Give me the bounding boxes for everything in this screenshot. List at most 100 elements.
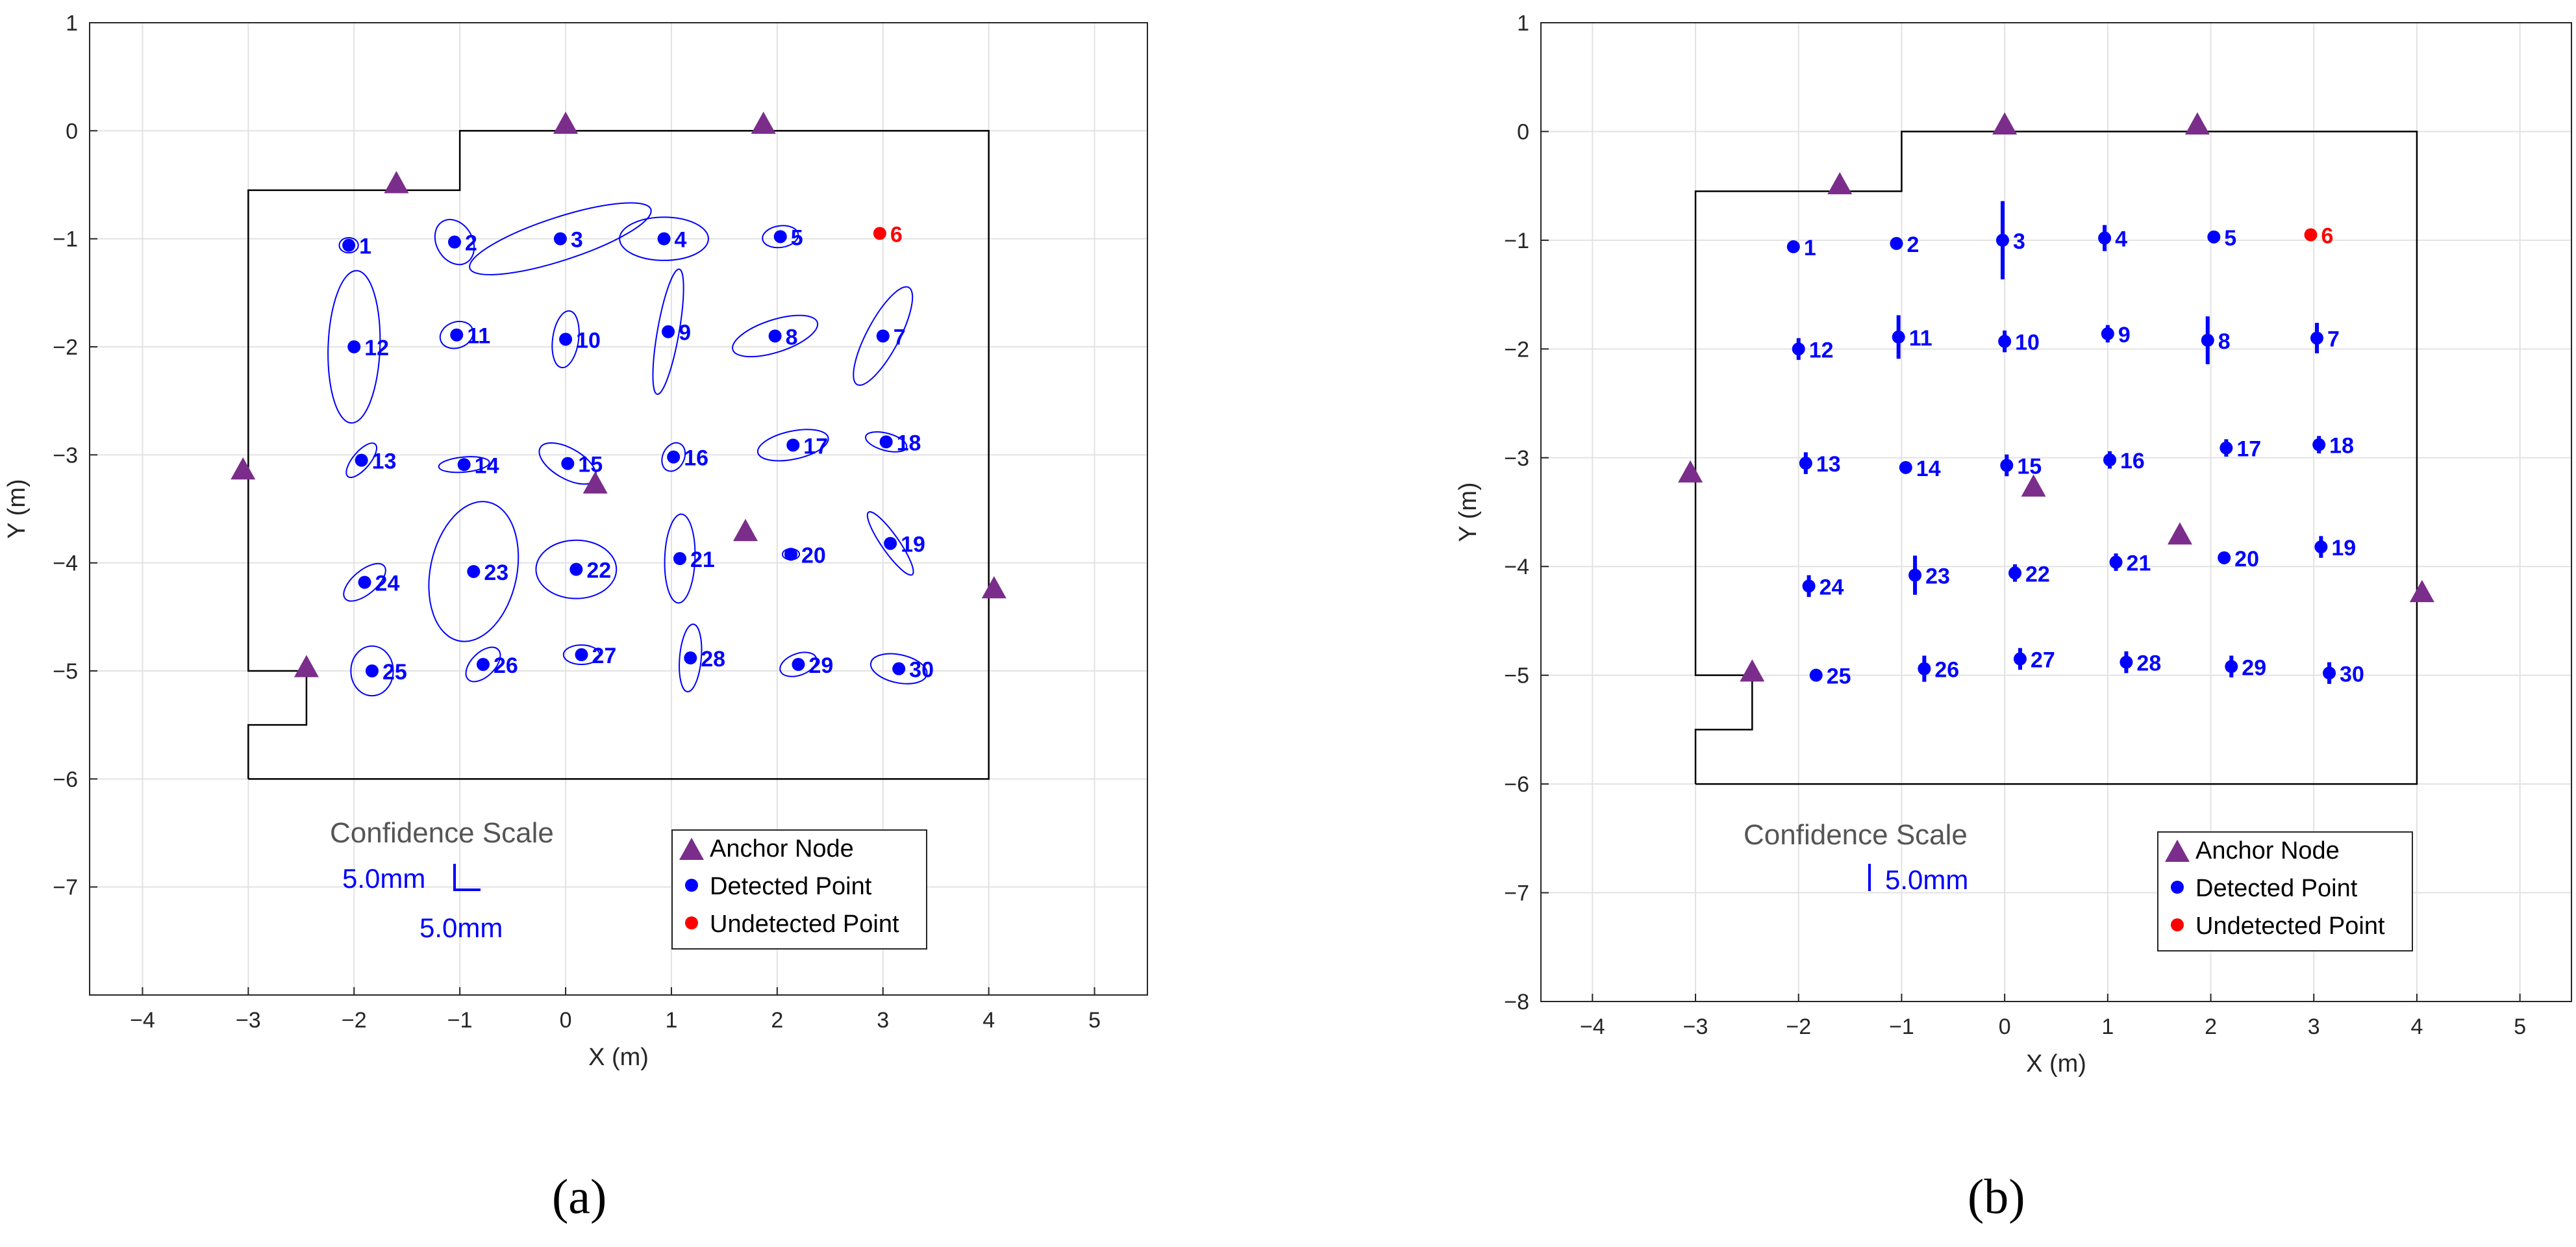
x-tick-label: 3 (2308, 1014, 2320, 1039)
point-label: 30 (2340, 662, 2364, 686)
point-label: 9 (2118, 323, 2131, 347)
detected-point (1918, 662, 1931, 675)
point-label: 16 (2120, 449, 2145, 473)
anchor-node-marker (294, 655, 319, 677)
anchor-node-marker (2409, 579, 2434, 603)
detected-point (2220, 441, 2233, 455)
detected-point (450, 328, 464, 342)
x-tick-label: −4 (1580, 1014, 1605, 1039)
confidence-ellipse (664, 513, 696, 604)
confidence-ellipse (535, 539, 618, 599)
y-tick-label: −4 (53, 551, 78, 576)
legend-anchor-icon (679, 837, 704, 860)
detected-point (1892, 330, 1905, 344)
y-tick-label: −6 (53, 767, 78, 792)
legend-entry: Undetected Point (710, 911, 899, 938)
point-label: 14 (475, 453, 499, 478)
panel-label-a: (a) (552, 1170, 607, 1224)
x-tick-label: −2 (342, 1008, 367, 1033)
y-tick-label: −7 (53, 875, 78, 900)
detected-point (792, 658, 805, 672)
detected-point (1998, 334, 2012, 348)
detected-point (892, 662, 906, 675)
confidence-ellipse (350, 645, 394, 697)
detected-point (2314, 540, 2328, 554)
detected-point (2103, 453, 2117, 467)
point-label: 13 (1816, 452, 1841, 477)
point-label: 20 (801, 543, 826, 568)
legend-box (671, 829, 927, 950)
detected-point (476, 658, 490, 672)
point-label: 26 (1934, 658, 1959, 683)
detected-point (2000, 459, 2014, 472)
y-tick-label: −1 (1504, 229, 1529, 253)
confidence-ellipse (438, 456, 490, 473)
confidence-ellipse (619, 216, 709, 261)
point-label: 9 (679, 321, 691, 346)
y-tick-label: −7 (1504, 881, 1529, 906)
point-label: 1 (359, 234, 371, 259)
undetected-point (873, 227, 886, 240)
point-label: 19 (901, 533, 925, 557)
point-label: 13 (372, 449, 397, 474)
detected-point (448, 235, 462, 249)
y-axis-label: Y (m) (3, 479, 31, 538)
confidence-ellipse (469, 202, 652, 275)
axes-box (89, 22, 1148, 996)
y-tick-label: 1 (66, 11, 78, 36)
detected-point (2207, 230, 2221, 244)
point-label: 3 (571, 228, 583, 253)
point-label: 11 (467, 324, 490, 349)
y-tick-label: −8 (1504, 990, 1529, 1014)
confidence-scale-title: Confidence Scale (330, 817, 554, 849)
anchor-node-marker (384, 171, 409, 194)
detected-point (1890, 236, 1903, 250)
anchor-node-marker (732, 518, 758, 542)
y-tick-label: −3 (1504, 446, 1529, 471)
confidence-scale-title: Confidence Scale (1744, 819, 1968, 851)
anchor-node-marker (231, 457, 256, 480)
confidence-ellipse (661, 442, 686, 472)
anchor-node-marker (582, 471, 608, 494)
x-tick-label: 4 (982, 1008, 995, 1033)
x-tick-label: 5 (1088, 1008, 1101, 1033)
detected-point (773, 230, 787, 244)
confidence-ellipse (434, 219, 475, 266)
confidence-ellipse (439, 320, 474, 349)
x-tick-label: 0 (560, 1008, 572, 1033)
point-label: 17 (803, 434, 828, 459)
y-tick-label: 1 (1517, 11, 1529, 36)
detected-point (365, 664, 379, 677)
detected-point (2109, 555, 2123, 569)
legend-entry: Detected Point (2195, 875, 2358, 902)
point-label: 4 (2115, 227, 2127, 252)
point-label: 19 (2331, 536, 2356, 561)
detected-point (2013, 652, 2027, 666)
point-label: 23 (484, 561, 508, 585)
detected-point (2323, 666, 2336, 680)
detected-point (575, 648, 588, 662)
x-tick-label: −2 (1786, 1014, 1811, 1039)
confidence-ellipse (866, 511, 914, 576)
point-label: 7 (2327, 327, 2340, 352)
x-tick-label: −1 (447, 1008, 473, 1033)
detected-point (1809, 668, 1823, 682)
point-label: 17 (2236, 437, 2261, 462)
detected-point (1995, 233, 2009, 247)
point-label: 2 (465, 231, 477, 256)
detected-point (884, 536, 897, 550)
detected-point (673, 552, 686, 566)
legend-undetected-icon (685, 916, 698, 929)
detected-point (2101, 327, 2114, 340)
point-label: 29 (2242, 655, 2266, 680)
detected-point (561, 457, 575, 470)
legend-detected-icon (2171, 881, 2184, 894)
detected-point (2098, 231, 2112, 245)
detected-point (358, 575, 371, 589)
point-label: 10 (2015, 331, 2040, 355)
detected-point (2312, 438, 2326, 451)
anchor-node-marker (553, 111, 579, 134)
detected-point (2008, 566, 2022, 580)
point-label: 2 (1907, 233, 1919, 257)
